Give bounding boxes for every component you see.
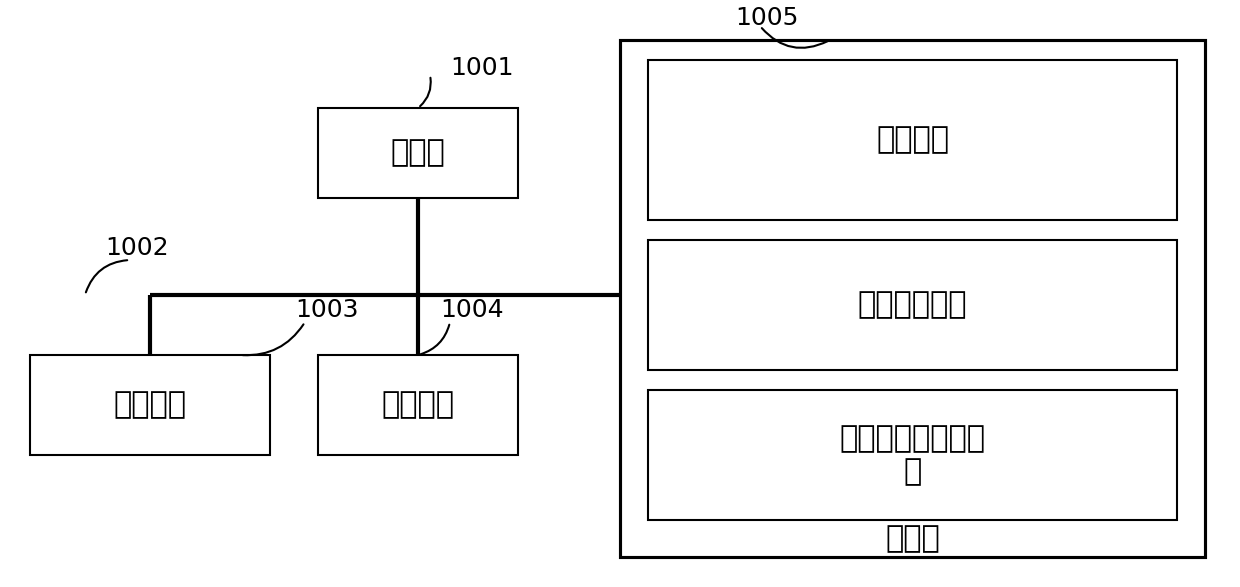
Bar xyxy=(649,240,1177,370)
FancyArrowPatch shape xyxy=(761,28,827,48)
Text: 1002: 1002 xyxy=(105,236,169,260)
Bar xyxy=(649,390,1177,520)
FancyArrowPatch shape xyxy=(86,260,128,292)
FancyArrowPatch shape xyxy=(243,325,304,355)
FancyArrowPatch shape xyxy=(420,325,449,354)
Text: 用户接口: 用户接口 xyxy=(114,390,186,420)
Bar xyxy=(649,60,1177,220)
Text: 处理器: 处理器 xyxy=(391,139,445,167)
Text: 网络接口: 网络接口 xyxy=(382,390,455,420)
Text: 网络通信模块: 网络通信模块 xyxy=(858,291,967,319)
Bar xyxy=(317,108,518,198)
FancyArrowPatch shape xyxy=(420,77,430,106)
Text: 1005: 1005 xyxy=(735,6,799,30)
Text: 1003: 1003 xyxy=(295,298,358,322)
Text: 保险赔付率计算程
序: 保险赔付率计算程 序 xyxy=(839,424,986,486)
Text: 1004: 1004 xyxy=(440,298,503,322)
Bar xyxy=(317,355,518,455)
Text: 操作系统: 操作系统 xyxy=(875,126,949,154)
Text: 存储器: 存储器 xyxy=(885,524,940,553)
Bar xyxy=(30,355,270,455)
Bar xyxy=(620,40,1205,557)
Text: 1001: 1001 xyxy=(450,56,513,80)
